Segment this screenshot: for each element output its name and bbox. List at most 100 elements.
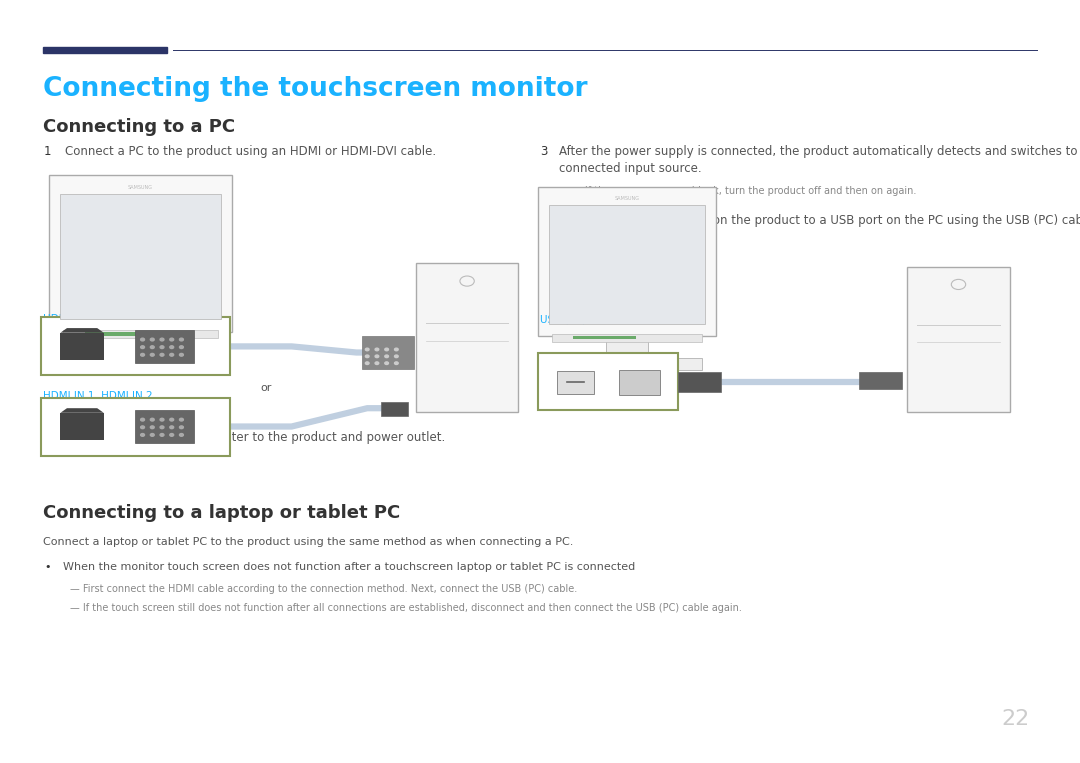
Bar (381, 402, 408, 416)
Text: — If the screen appears blank, turn the product off and then on again.: — If the screen appears blank, turn the … (572, 186, 917, 196)
Text: USB (PC): USB (PC) (633, 214, 692, 227)
Bar (64, 356, 217, 368)
Circle shape (384, 348, 389, 351)
Text: USB (PC): USB (PC) (540, 314, 586, 324)
Circle shape (140, 346, 145, 349)
Bar (573, 336, 636, 340)
Circle shape (150, 338, 154, 341)
Bar (859, 372, 902, 389)
Circle shape (140, 426, 145, 429)
Bar (60, 333, 104, 360)
Text: When the monitor touch screen does not function after a touchscreen laptop or ta: When the monitor touch screen does not f… (63, 562, 635, 571)
Bar (549, 204, 705, 324)
Text: 4: 4 (540, 214, 548, 227)
Circle shape (140, 338, 145, 341)
Text: Connect the DC power adapter to the product and power outlet.: Connect the DC power adapter to the prod… (65, 431, 445, 444)
Circle shape (365, 362, 369, 365)
Text: — If the touch screen still does not function after all connections are establis: — If the touch screen still does not fun… (70, 603, 742, 613)
Text: 22: 22 (1001, 709, 1029, 729)
Bar (538, 353, 678, 410)
Text: port on the product to a USB port on the PC using the USB (PC) cable.: port on the product to a USB port on the… (681, 214, 1080, 227)
Circle shape (170, 426, 174, 429)
Circle shape (150, 418, 154, 421)
Polygon shape (60, 328, 104, 333)
Circle shape (160, 338, 164, 341)
Circle shape (384, 362, 389, 365)
Bar (135, 330, 194, 363)
Bar (43, 47, 167, 53)
Circle shape (170, 353, 174, 356)
Circle shape (179, 338, 184, 341)
Circle shape (375, 362, 379, 365)
Text: or: or (260, 382, 271, 393)
Text: 2: 2 (43, 431, 51, 444)
Bar (60, 413, 104, 440)
Text: 3: 3 (540, 145, 548, 158)
Bar (64, 330, 217, 338)
Bar (416, 263, 518, 412)
Text: Connecting to a laptop or tablet PC: Connecting to a laptop or tablet PC (43, 504, 401, 522)
Text: Connect a PC to the product using an HDMI or HDMI-DVI cable.: Connect a PC to the product using an HDM… (65, 145, 436, 158)
Bar (49, 175, 232, 332)
Bar (538, 187, 716, 336)
Circle shape (160, 426, 164, 429)
Bar (119, 332, 162, 357)
Bar (135, 410, 194, 443)
Circle shape (150, 353, 154, 356)
Circle shape (150, 433, 154, 436)
Circle shape (150, 426, 154, 429)
Circle shape (170, 418, 174, 421)
Bar (41, 398, 230, 456)
Circle shape (160, 346, 164, 349)
Circle shape (160, 418, 164, 421)
Circle shape (140, 353, 145, 356)
Text: SAMSUNG: SAMSUNG (127, 185, 153, 190)
Bar (85, 332, 149, 336)
Bar (907, 267, 1010, 412)
Text: After the power supply is connected, the product automatically detects and switc: After the power supply is connected, the… (559, 145, 1080, 175)
Circle shape (170, 338, 174, 341)
Circle shape (394, 362, 399, 365)
Circle shape (170, 346, 174, 349)
Bar (557, 371, 594, 394)
Circle shape (170, 433, 174, 436)
Circle shape (179, 433, 184, 436)
Circle shape (365, 348, 369, 351)
Text: HDMI IN 1, HDMI IN 2: HDMI IN 1, HDMI IN 2 (43, 314, 153, 324)
Circle shape (384, 355, 389, 358)
Bar (552, 334, 702, 342)
Bar (606, 336, 648, 359)
Circle shape (179, 418, 184, 421)
Text: Connect the: Connect the (559, 214, 635, 227)
Circle shape (179, 426, 184, 429)
Circle shape (140, 418, 145, 421)
Bar (59, 195, 221, 320)
Text: — First connect the HDMI cable according to the connection method. Next, connect: — First connect the HDMI cable according… (70, 584, 578, 594)
Bar (678, 372, 721, 392)
Circle shape (375, 355, 379, 358)
Polygon shape (60, 408, 104, 413)
Circle shape (150, 346, 154, 349)
Text: Connecting to a PC: Connecting to a PC (43, 118, 235, 137)
Circle shape (160, 433, 164, 436)
Circle shape (460, 276, 474, 286)
Circle shape (365, 355, 369, 358)
Text: 1: 1 (43, 145, 51, 158)
Text: •: • (44, 562, 51, 571)
Circle shape (394, 355, 399, 358)
Circle shape (179, 353, 184, 356)
Circle shape (179, 346, 184, 349)
Bar (552, 358, 702, 370)
Bar (362, 336, 414, 369)
Text: SAMSUNG: SAMSUNG (615, 196, 639, 201)
Text: Connecting the touchscreen monitor: Connecting the touchscreen monitor (43, 76, 588, 102)
Circle shape (951, 279, 966, 289)
Circle shape (140, 433, 145, 436)
Text: HDMI IN 1, HDMI IN 2: HDMI IN 1, HDMI IN 2 (43, 391, 153, 401)
Circle shape (160, 353, 164, 356)
Circle shape (375, 348, 379, 351)
Text: Connect a laptop or tablet PC to the product using the same method as when conne: Connect a laptop or tablet PC to the pro… (43, 537, 573, 547)
Circle shape (394, 348, 399, 351)
Bar (619, 370, 660, 395)
Bar (41, 317, 230, 375)
